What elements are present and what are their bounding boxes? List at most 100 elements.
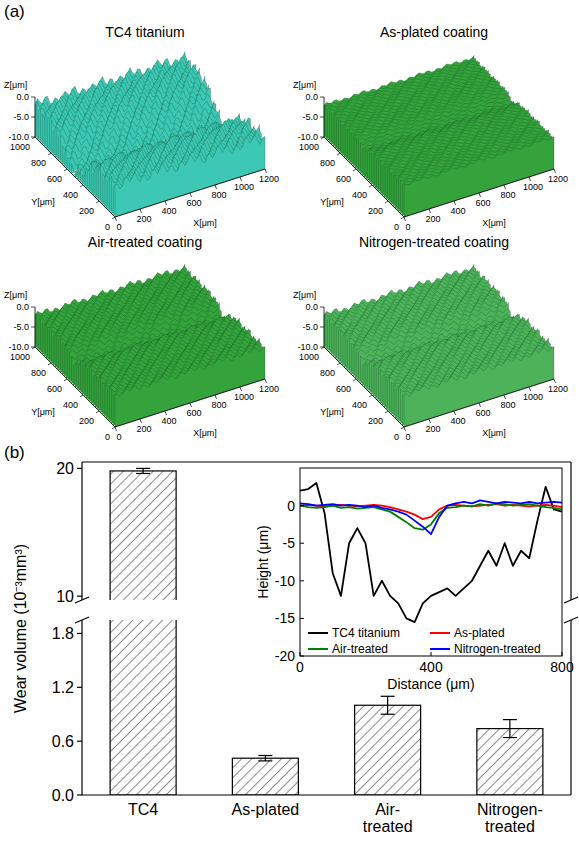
x-axis bbox=[404, 379, 554, 427]
y-tick-label: 1.8 bbox=[52, 625, 74, 642]
y-tick-label: -15 bbox=[275, 610, 295, 626]
x-axis-title: Distance (μm) bbox=[387, 676, 474, 692]
x-tick bbox=[215, 395, 217, 399]
x-tick bbox=[554, 379, 556, 383]
x-tick bbox=[190, 403, 192, 407]
error-bar bbox=[503, 720, 517, 738]
y-tick bbox=[401, 427, 404, 429]
panel-title: Air-treated coating bbox=[88, 234, 202, 250]
y-tick-label: 400 bbox=[63, 190, 78, 200]
x-tick bbox=[115, 427, 117, 431]
x-tick-label: 1200 bbox=[259, 174, 279, 184]
z-tick bbox=[31, 117, 35, 118]
inset-chart: 0400800-20-15-10-50Distance (μm)Height (… bbox=[255, 468, 574, 692]
surface-strip bbox=[404, 347, 554, 427]
panel-label: (a) bbox=[4, 2, 25, 21]
surface-panel: TC4 titanium0200400600800100012000200400… bbox=[4, 24, 279, 232]
x-axis bbox=[115, 379, 265, 427]
y-tick-label: 600 bbox=[47, 174, 62, 184]
y-tick-label: 200 bbox=[368, 416, 383, 426]
x-axis-title: X[μm] bbox=[193, 218, 217, 228]
y-tick-label: 200 bbox=[79, 206, 94, 216]
z-tick-label: 0.0 bbox=[305, 92, 318, 102]
z-tick bbox=[320, 347, 324, 348]
y-axis-title: Y[μm] bbox=[320, 407, 344, 417]
y-axis-title: Wear volume (10⁻³mm³) bbox=[12, 544, 29, 713]
y-tick bbox=[369, 185, 372, 187]
y-tick-label: -5 bbox=[283, 535, 296, 551]
frame bbox=[570, 462, 571, 600]
z-tick-label: 0.0 bbox=[16, 92, 29, 102]
axis-break-mark bbox=[564, 597, 578, 603]
z-tick-label: -10.0 bbox=[297, 342, 318, 352]
x-tick-label: TC4 bbox=[128, 801, 158, 818]
z-axis-title: Z[μm] bbox=[4, 80, 27, 90]
x-tick bbox=[140, 419, 142, 423]
x-tick bbox=[240, 387, 242, 391]
z-tick-label: -10.0 bbox=[8, 342, 29, 352]
x-tick-label: 800 bbox=[550, 659, 574, 675]
z-tick-label: -5.0 bbox=[13, 322, 29, 332]
bar bbox=[355, 705, 421, 795]
bar bbox=[477, 729, 543, 795]
y-tick-label: 400 bbox=[352, 190, 367, 200]
y-tick-label: -20 bbox=[275, 648, 295, 664]
panel-title: Nitrogen-treated coating bbox=[359, 234, 509, 250]
error-stem bbox=[265, 756, 266, 761]
y-tick-label: 600 bbox=[336, 174, 351, 184]
z-axis-title: Z[μm] bbox=[293, 80, 316, 90]
y-tick-label: 800 bbox=[320, 158, 335, 168]
x-tick-label: 400 bbox=[161, 416, 176, 426]
z-tick-label: -10.0 bbox=[297, 132, 318, 142]
y-axis-title: Y[μm] bbox=[31, 407, 55, 417]
x-tick-label: 200 bbox=[136, 214, 151, 224]
y-tick bbox=[337, 153, 340, 155]
x-tick-label: 0 bbox=[405, 432, 410, 442]
panel-title: As-plated coating bbox=[380, 24, 488, 40]
y-tick-label: 200 bbox=[79, 416, 94, 426]
x-tick bbox=[190, 193, 192, 197]
x-tick-label: 0 bbox=[405, 222, 410, 232]
z-tick-label: -5.0 bbox=[302, 322, 318, 332]
x-tick-label: 1200 bbox=[548, 174, 568, 184]
x-tick bbox=[404, 217, 406, 221]
x-tick-label: 400 bbox=[450, 206, 465, 216]
y-tick bbox=[32, 137, 35, 139]
x-axis bbox=[115, 169, 265, 217]
surface-strip bbox=[404, 137, 554, 217]
z-axis-title: Z[μm] bbox=[293, 290, 316, 300]
y-tick bbox=[112, 427, 115, 429]
line-series bbox=[300, 504, 562, 519]
error-bar bbox=[136, 468, 150, 473]
y-tick-label: 800 bbox=[31, 158, 46, 168]
error-cap bbox=[503, 719, 517, 720]
y-tick bbox=[300, 580, 304, 581]
y-tick-label: 800 bbox=[31, 368, 46, 378]
x-tick bbox=[265, 379, 267, 383]
z-axis-title: Z[μm] bbox=[4, 290, 27, 300]
x-tick bbox=[165, 411, 167, 415]
y-tick bbox=[48, 363, 51, 365]
label-line: Air- bbox=[375, 801, 400, 818]
x-tick bbox=[554, 169, 556, 173]
z-tick-label: -5.0 bbox=[13, 112, 29, 122]
y-tick-label: 1000 bbox=[10, 352, 30, 362]
error-cap bbox=[381, 696, 395, 697]
error-cap bbox=[503, 737, 517, 738]
surface-texture bbox=[324, 264, 554, 427]
z-tick bbox=[31, 347, 35, 348]
y-tick-label: 0 bbox=[105, 222, 110, 232]
y-tick bbox=[385, 201, 388, 203]
x-tick-label: 200 bbox=[136, 424, 151, 434]
y-tick bbox=[77, 741, 82, 742]
error-cap bbox=[381, 714, 395, 715]
legend-label: TC4 titanium bbox=[332, 626, 400, 640]
frame bbox=[81, 462, 82, 600]
y-tick bbox=[337, 363, 340, 365]
x-tick bbox=[529, 387, 531, 391]
y-tick bbox=[353, 169, 356, 171]
frame bbox=[81, 620, 82, 795]
x-tick-label: 800 bbox=[500, 400, 515, 410]
y-tick bbox=[32, 347, 35, 349]
x-tick-label: 0 bbox=[116, 222, 121, 232]
